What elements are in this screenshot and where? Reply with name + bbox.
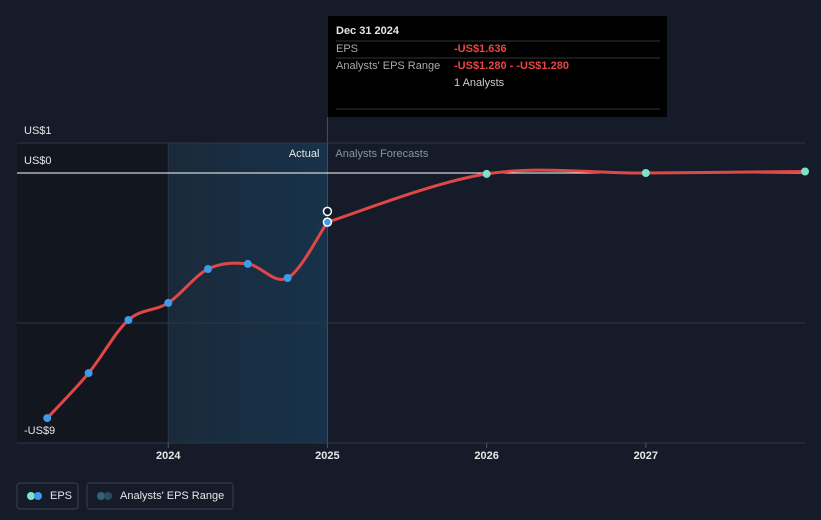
tooltip-note: 1 Analysts [454, 77, 505, 89]
tooltip-box [328, 16, 667, 117]
x-tick-label: 2025 [315, 450, 339, 462]
legend-swatch [34, 492, 42, 500]
legend-swatch [27, 492, 35, 500]
legend-swatch [97, 492, 105, 500]
eps-point [283, 274, 292, 282]
shading [17, 117, 328, 443]
tooltip-date: Dec 31 2024 [336, 25, 400, 37]
eps-point [243, 259, 252, 268]
tooltip: Dec 31 2024 EPS -US$1.636 Analysts' EPS … [328, 16, 667, 117]
section-label: Analysts Forecasts [335, 148, 428, 160]
tooltip-label: Analysts' EPS Range [336, 60, 440, 72]
y-tick-label: US$1 [24, 125, 52, 137]
section-label: Actual [289, 148, 320, 160]
plot: US$1 US$0 -US$9 2024 2025 2026 2027 Actual Analy… [17, 125, 809, 462]
x-tick-label: 2024 [156, 450, 181, 462]
y-tick-label: US$0 [24, 155, 52, 167]
eps-point [204, 265, 213, 273]
forecast-line [326, 168, 806, 224]
legend-item[interactable] [86, 482, 234, 510]
legend-label: Analysts' EPS Range [120, 490, 224, 502]
legend-swatch [104, 492, 112, 500]
legend: EPS Analysts' EPS Range [16, 482, 234, 510]
forecast-point [801, 167, 809, 176]
tooltip-value: -US$1.280 - -US$1.280 [454, 60, 569, 72]
hover-point [322, 217, 333, 227]
y-tick-label: -US$9 [24, 425, 55, 437]
actual-region [168, 143, 328, 443]
eps-point [84, 369, 93, 378]
x-tick-label: 2026 [474, 450, 498, 462]
eps-point [164, 298, 173, 307]
legend-item[interactable] [16, 482, 79, 510]
x-tick-label: 2027 [634, 450, 658, 462]
forecast-point [641, 169, 650, 177]
tooltip-label: EPS [336, 43, 358, 55]
forecast-point [482, 169, 491, 178]
tooltip-value: -US$1.636 [454, 43, 507, 55]
past-region [17, 143, 169, 443]
eps-point [124, 316, 133, 324]
legend-label: EPS [50, 490, 72, 502]
eps-point [43, 414, 52, 423]
range-point [322, 206, 333, 217]
